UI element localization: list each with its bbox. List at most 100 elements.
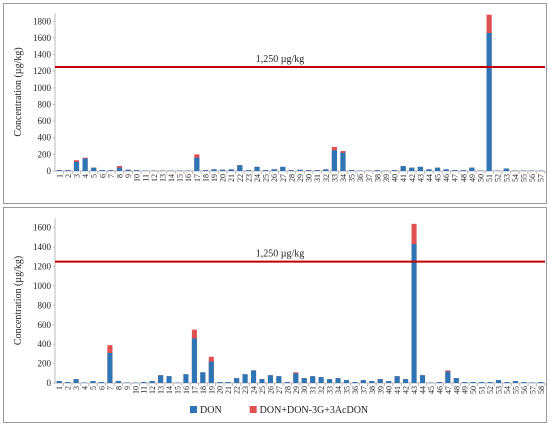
bar <box>392 170 397 171</box>
legend-label: DON <box>200 405 222 416</box>
y-axis-label: Concentration (µg/kg) <box>13 256 24 345</box>
bar <box>259 379 264 383</box>
y-tick-label: 1400 <box>33 50 52 60</box>
y-tick-label: 200 <box>38 359 52 369</box>
y-tick-label: 1000 <box>33 83 52 93</box>
bar <box>401 166 406 171</box>
bar <box>209 362 214 383</box>
y-tick-label: 0 <box>47 378 52 388</box>
y-tick-label: 1400 <box>33 242 52 252</box>
bar <box>203 170 208 171</box>
bar <box>117 168 122 171</box>
y-tick-label: 1800 <box>33 16 52 26</box>
bar <box>229 169 234 171</box>
bar <box>378 379 383 383</box>
bar <box>65 382 70 383</box>
bar <box>200 372 205 383</box>
y-tick-label: 1000 <box>33 281 52 291</box>
bar <box>306 170 311 171</box>
bar <box>409 168 414 171</box>
bar <box>268 375 273 383</box>
bar <box>237 165 242 171</box>
bar <box>183 374 188 383</box>
bar <box>412 244 417 383</box>
bar <box>361 380 366 383</box>
bar <box>226 382 231 383</box>
bar <box>327 379 332 383</box>
bar <box>100 170 105 171</box>
y-tick-label: 400 <box>38 339 52 349</box>
bar <box>426 169 431 171</box>
bar <box>332 150 337 171</box>
bar <box>315 170 320 171</box>
bar <box>141 382 146 383</box>
bar <box>344 380 349 383</box>
bar <box>217 382 222 383</box>
y-tick-label: 1600 <box>33 223 52 233</box>
x-tick-label: 57 <box>537 174 546 182</box>
bar <box>276 376 281 383</box>
bar <box>319 377 324 383</box>
y-tick-label: 200 <box>38 149 52 159</box>
bar <box>479 382 484 383</box>
panel-border <box>4 4 547 204</box>
bar <box>57 170 62 171</box>
bar <box>220 170 225 171</box>
bar <box>335 378 340 383</box>
bar <box>538 382 543 383</box>
bar <box>83 159 88 171</box>
bar <box>289 170 294 171</box>
bar <box>99 382 104 383</box>
bar <box>513 381 518 383</box>
bar <box>323 169 328 171</box>
bar <box>340 153 345 171</box>
bar <box>488 382 493 383</box>
bar <box>310 376 315 383</box>
y-tick-label: 400 <box>38 133 52 143</box>
bar <box>521 382 526 383</box>
bar <box>57 381 62 383</box>
legend-swatch <box>190 406 197 413</box>
bar <box>254 167 259 171</box>
bar <box>134 170 139 171</box>
bar <box>302 378 307 383</box>
bar <box>107 353 112 383</box>
bar <box>349 170 354 171</box>
bar <box>280 167 285 171</box>
bar <box>469 168 474 171</box>
bar <box>272 169 277 171</box>
bar <box>293 373 298 383</box>
legend-label: DON+DON-3G+3AcDON <box>260 405 369 416</box>
bar <box>74 379 79 383</box>
bar <box>297 170 302 171</box>
bar <box>496 380 501 383</box>
bar <box>420 375 425 383</box>
bar <box>395 376 400 383</box>
bar <box>243 374 248 383</box>
bar <box>65 170 70 171</box>
bar <box>167 376 172 383</box>
y-tick-label: 0 <box>47 166 52 176</box>
bar <box>285 382 290 383</box>
y-tick-label: 600 <box>38 320 52 330</box>
bar <box>444 169 449 171</box>
bar <box>452 170 457 171</box>
bar <box>386 381 391 383</box>
bar <box>462 382 467 383</box>
bar <box>211 169 216 171</box>
bar <box>246 170 251 171</box>
threshold-label: 1,250 µg/kg <box>256 249 305 260</box>
bar <box>108 170 113 171</box>
bar <box>375 170 380 171</box>
legend-swatch <box>250 406 257 413</box>
bar <box>74 162 79 171</box>
bar <box>445 371 450 383</box>
y-tick-label: 1600 <box>33 33 52 43</box>
x-tick-label: 58 <box>537 386 546 394</box>
y-tick-label: 800 <box>38 99 52 109</box>
bar <box>125 170 130 171</box>
bar <box>435 168 440 171</box>
y-axis-label: Concentration (µg/kg) <box>13 47 24 136</box>
